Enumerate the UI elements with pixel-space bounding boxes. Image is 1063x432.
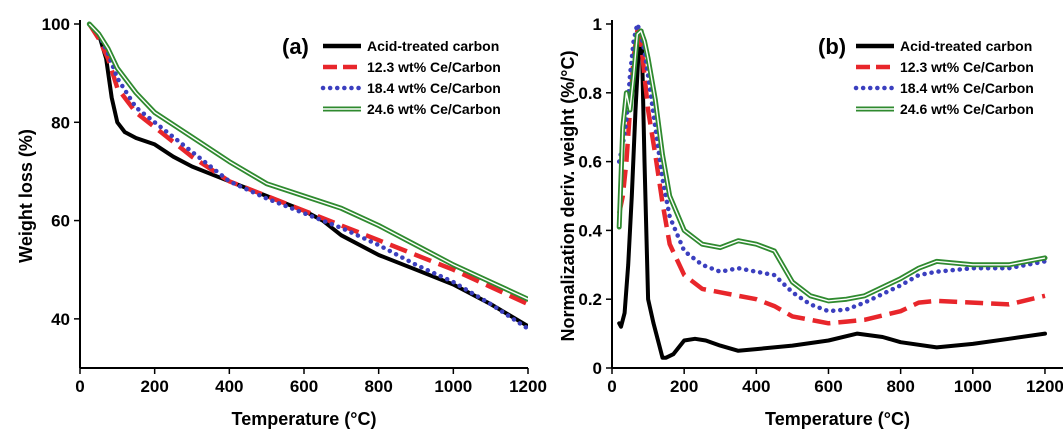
y-tick-label-b: 0.8 [578,84,602,103]
series-line-a-2 [87,21,528,331]
legend-label-a-0: Acid-treated carbon [367,38,499,54]
x-tick-label-b: 800 [886,377,914,396]
series-line-b-2 [616,21,1048,314]
x-axis-label-b: Temperature (°C) [765,409,910,429]
x-tick-label-a: 800 [364,377,392,396]
x-tick-label-b: 400 [742,377,770,396]
y-tick-label-b: 0.6 [578,153,602,172]
chart-panel-a: 0 200 400 600 800 1000 1200 40 60 80 100 Temperatur… [16,15,547,429]
legend-label-b-2: 18.4 wt% Ce/Carbon [900,80,1034,96]
x-tick-label-a: 400 [215,377,243,396]
x-tick-label-a: 200 [140,377,168,396]
series-line-b-3-inner [618,30,1046,302]
x-tick-label-b: 0 [607,377,616,396]
legend-a: Acid-treated carbon 12.3 wt% Ce/Carbon 18.… [320,38,501,117]
series-group-b [616,21,1048,360]
panel-label-a: (a) [282,34,309,59]
series-line-a-0 [87,22,528,329]
x-tick-label-b: 1000 [954,377,992,396]
legend-label-a-3: 24.6 wt% Ce/Carbon [367,101,501,117]
x-tick-label-a: 1000 [434,377,472,396]
y-tick-label-b: 0.2 [578,290,602,309]
legend-b: Acid-treated carbon 12.3 wt% Ce/Carbon 18.… [853,38,1034,117]
panel-label-b: (b) [818,34,846,59]
legend-label-a-1: 12.3 wt% Ce/Carbon [367,59,501,75]
x-tick-label-a: 1200 [509,377,547,396]
series-line-b-0 [617,28,1047,360]
x-axis-label-a: Temperature (°C) [232,409,377,429]
x-tick-label-b: 600 [814,377,842,396]
chart-panel-b: 0 200 400 600 800 1000 1200 0 0.2 0.4 0.6 0.8 1 Tempe… [558,15,1063,429]
x-tick-label-a: 600 [290,377,318,396]
y-tick-label-b: 1 [593,15,602,34]
legend-label-b-1: 12.3 wt% Ce/Carbon [900,59,1034,75]
y-axis-label-a: Weight loss (%) [16,129,36,263]
y-tick-label-a: 80 [51,113,70,132]
series-line-a-3-inner [88,23,528,300]
series-line-b-1 [616,28,1046,326]
y-tick-label-a: 40 [51,310,70,329]
legend-label-a-2: 18.4 wt% Ce/Carbon [367,80,501,96]
y-tick-label-a: 100 [42,15,70,34]
y-tick-label-b: 0.4 [578,221,602,240]
legend-label-b-3: 24.6 wt% Ce/Carbon [900,101,1034,117]
x-tick-label-b: 1200 [1026,377,1063,396]
y-axis-label-b: Normalization deriv. weight (%/°C) [558,51,578,342]
y-tick-label-a: 60 [51,212,70,231]
y-tick-label-b: 0 [593,359,602,378]
series-group-a [86,21,528,331]
legend-label-b-0: Acid-treated carbon [900,38,1032,54]
x-tick-label-b: 200 [670,377,698,396]
x-tick-label-a: 0 [75,377,84,396]
